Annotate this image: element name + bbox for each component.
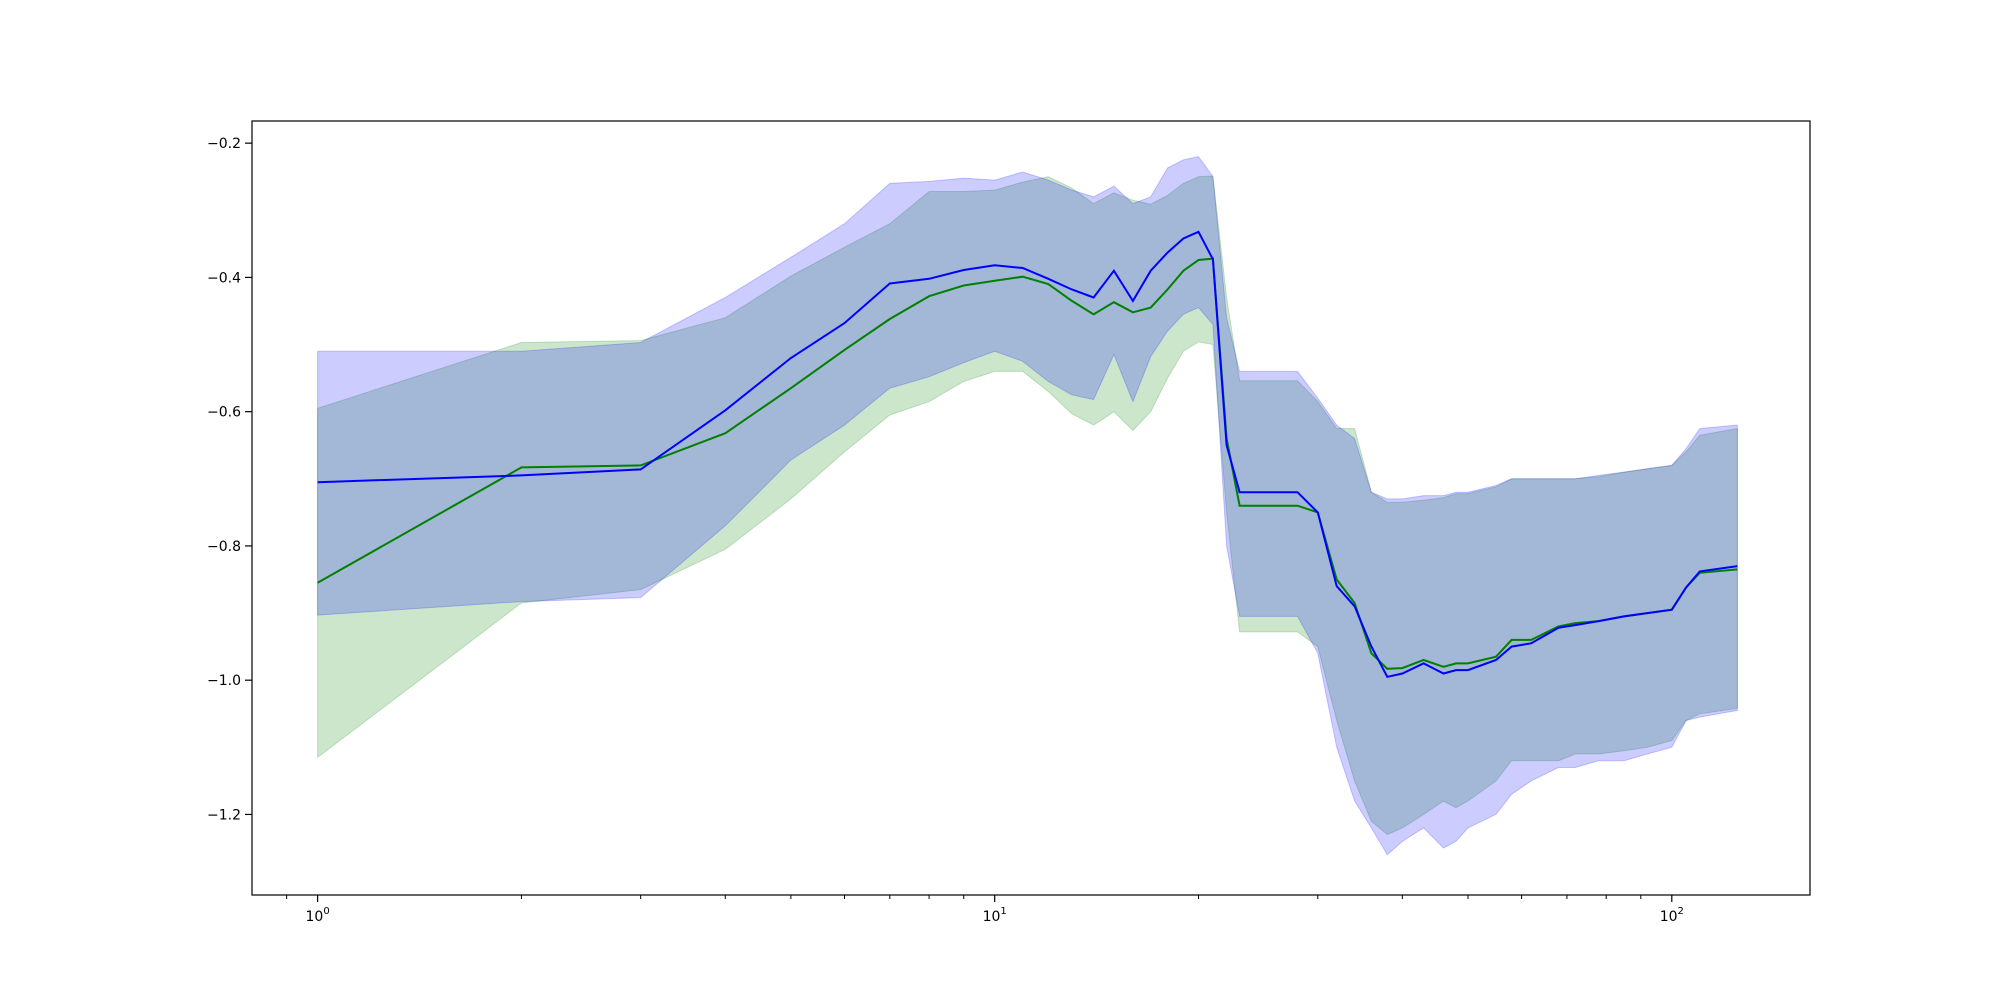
series-2-band xyxy=(317,156,1738,856)
series-layer xyxy=(317,156,1738,856)
plot-frame xyxy=(251,120,1811,896)
series-1-line xyxy=(317,257,1738,670)
ticks-layer: 100 101 102−0.2−0.4−0.6−0.8−1.0−1.2 xyxy=(207,136,1684,925)
y-tick-label: −0.4 xyxy=(207,270,241,286)
y-tick-label: −0.6 xyxy=(207,405,241,421)
series-2-line xyxy=(317,230,1738,678)
y-tick-label: −1.2 xyxy=(207,807,241,823)
y-tick-label: −0.8 xyxy=(207,539,241,555)
y-tick-label: −0.2 xyxy=(207,136,241,152)
y-tick-label: −1.0 xyxy=(207,673,241,689)
series-1-band xyxy=(317,175,1738,836)
